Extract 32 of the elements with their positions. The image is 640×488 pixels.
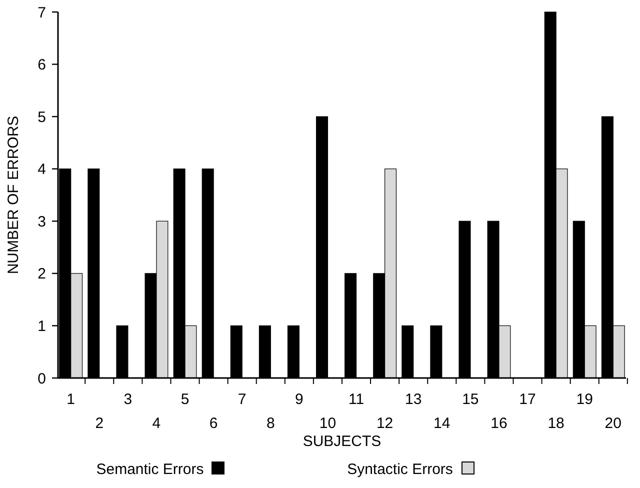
y-tick-label: 7 <box>38 4 46 22</box>
x-tick-label: 6 <box>209 415 218 432</box>
x-tick-label: 17 <box>519 391 536 408</box>
x-tick-label: 10 <box>319 415 336 432</box>
x-tick-label: 14 <box>434 415 450 432</box>
x-tick-label: 16 <box>490 415 508 432</box>
x-tick-label: 11 <box>348 391 364 408</box>
x-tick-label: 18 <box>548 415 564 432</box>
y-tick-label: 2 <box>38 266 46 283</box>
y-tick-label: 6 <box>38 56 46 74</box>
x-axis-title: SUBJECTS <box>302 433 382 450</box>
x-tick-label: 3 <box>124 391 132 408</box>
y-tick-label: 0 <box>38 370 46 388</box>
x-tick-label: 13 <box>405 391 422 408</box>
x-tick-label: 4 <box>152 415 161 432</box>
legend-label: Semantic Errors <box>96 461 204 478</box>
x-tick-label: 12 <box>376 415 394 432</box>
x-tick-label: 19 <box>576 391 593 408</box>
x-tick-label: 15 <box>462 391 479 408</box>
x-tick-label: 9 <box>295 391 304 408</box>
y-tick-label: 3 <box>38 213 46 230</box>
x-tick-label: 7 <box>238 391 246 408</box>
y-tick-label: 4 <box>38 161 46 178</box>
x-tick-label: 20 <box>604 415 622 432</box>
y-tick-label: 1 <box>38 318 46 335</box>
y-axis-title: NUMBER OF ERRORS <box>5 116 22 274</box>
x-tick-label: 2 <box>95 415 104 432</box>
x-tick-label: 5 <box>180 391 190 408</box>
legend-label: Syntactic Errors <box>347 461 453 478</box>
x-tick-label: 1 <box>66 391 76 408</box>
x-tick-label: 8 <box>266 415 275 432</box>
y-tick-label: 5 <box>38 108 46 126</box>
